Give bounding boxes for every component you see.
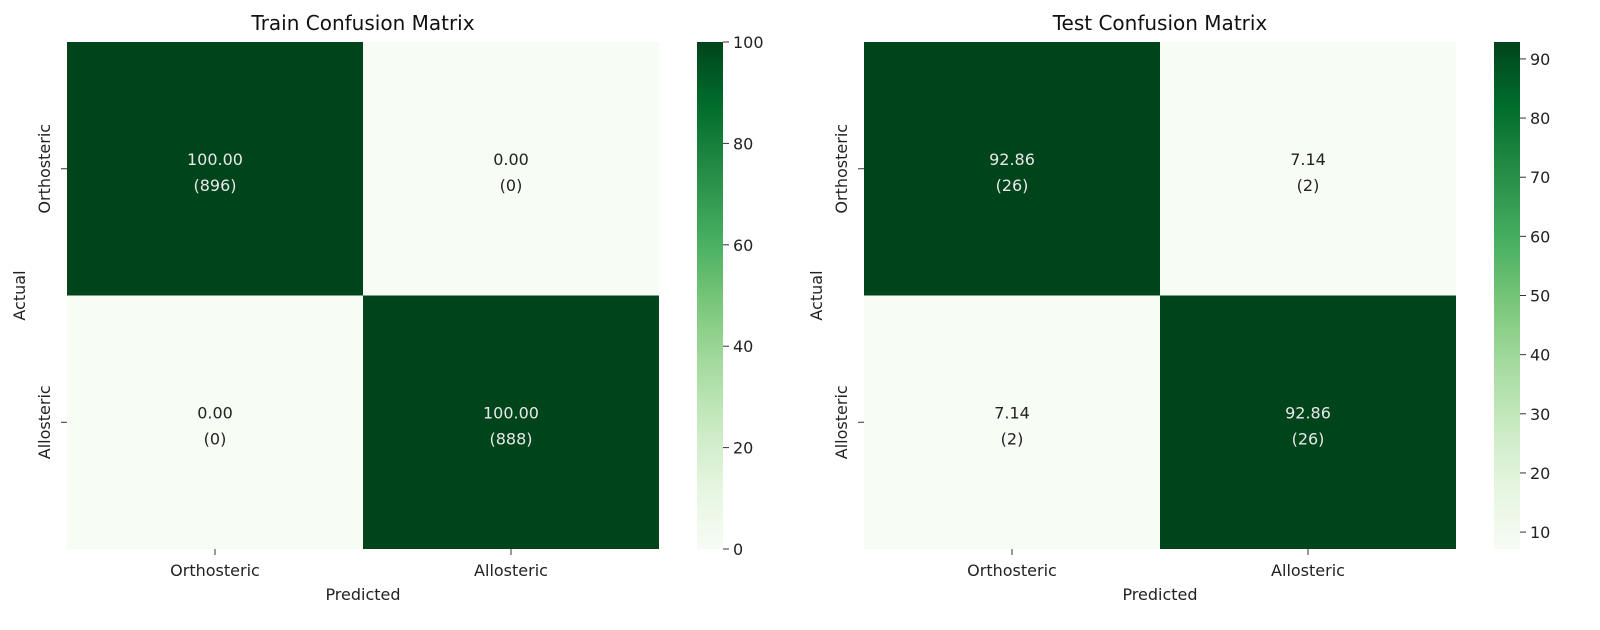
- cell-value-0-1: 7.14: [1290, 150, 1326, 169]
- panel-1: Train Confusion Matrix 100.00 (896) 0.00 (0)…: [10, 11, 764, 604]
- heatmap-cell-1-1: [363, 295, 659, 549]
- colorbar-tick-label-2: 40: [733, 337, 753, 356]
- cell-value-0-0: 92.86: [989, 150, 1035, 169]
- cell-count-1-1: (26): [1292, 429, 1325, 448]
- cell-count-0-0: (26): [996, 176, 1029, 195]
- colorbar-tick-label-6: 70: [1530, 168, 1550, 187]
- y-tick-label-1: Allosteric: [35, 385, 54, 459]
- cell-count-1-0: (2): [1001, 429, 1024, 448]
- heatmap-cell-0-1: [1160, 42, 1456, 296]
- heatmap-cell-0-0: [864, 42, 1160, 296]
- colorbar-tick-label-0: 0: [733, 540, 743, 559]
- colorbar-tick-label-7: 80: [1530, 109, 1550, 128]
- heatmap-cell-1-1: [1160, 295, 1456, 549]
- y-axis-label: Actual: [10, 270, 29, 320]
- cell-count-0-1: (0): [500, 176, 523, 195]
- cell-count-0-1: (2): [1297, 176, 1320, 195]
- cell-value-1-1: 100.00: [483, 403, 539, 422]
- colorbar-tick-label-3: 40: [1530, 346, 1550, 365]
- x-tick-label-0: Orthosteric: [967, 561, 1057, 580]
- cell-value-1-1: 92.86: [1285, 403, 1331, 422]
- colorbar-tick-label-3: 60: [733, 236, 753, 255]
- colorbar-tick-label-1: 20: [1530, 464, 1550, 483]
- cell-count-1-0: (0): [204, 429, 227, 448]
- heatmap-cell-1-0: [67, 295, 363, 549]
- colorbar-tick-label-1: 20: [733, 439, 753, 458]
- colorbar-tick-label-0: 10: [1530, 523, 1550, 542]
- heatmap-cell-0-0: [67, 42, 363, 296]
- panel-2: Test Confusion Matrix 92.86 (26) 7.14 (2) 7.1…: [807, 11, 1550, 604]
- cell-value-1-0: 0.00: [197, 403, 233, 422]
- colorbar-tick-label-2: 30: [1530, 405, 1550, 424]
- cell-value-0-1: 0.00: [493, 150, 529, 169]
- colorbar-tick-label-5: 100: [733, 33, 764, 52]
- colorbar-tick-label-5: 60: [1530, 227, 1550, 246]
- y-tick-label-0: Orthosteric: [35, 124, 54, 214]
- cell-count-0-0: (896): [193, 176, 236, 195]
- x-axis-label: Predicted: [1122, 585, 1197, 604]
- cell-count-1-1: (888): [489, 429, 532, 448]
- colorbar: [697, 42, 723, 549]
- chart-title: Train Confusion Matrix: [250, 11, 474, 35]
- colorbar-tick-label-4: 50: [1530, 287, 1550, 306]
- chart-title: Test Confusion Matrix: [1052, 11, 1268, 35]
- colorbar-tick-label-4: 80: [733, 134, 753, 153]
- cell-value-1-0: 7.14: [994, 403, 1030, 422]
- heatmap-cell-0-1: [363, 42, 659, 296]
- colorbar: [1494, 42, 1520, 549]
- x-tick-label-1: Allosteric: [1271, 561, 1345, 580]
- x-axis-label: Predicted: [325, 585, 400, 604]
- y-axis-label: Actual: [807, 270, 826, 320]
- x-tick-label-0: Orthosteric: [170, 561, 260, 580]
- cell-value-0-0: 100.00: [187, 150, 243, 169]
- y-tick-label-0: Orthosteric: [832, 124, 851, 214]
- heatmap-cell-1-0: [864, 295, 1160, 549]
- colorbar-tick-label-8: 90: [1530, 50, 1550, 69]
- x-tick-label-1: Allosteric: [474, 561, 548, 580]
- y-tick-label-1: Allosteric: [832, 385, 851, 459]
